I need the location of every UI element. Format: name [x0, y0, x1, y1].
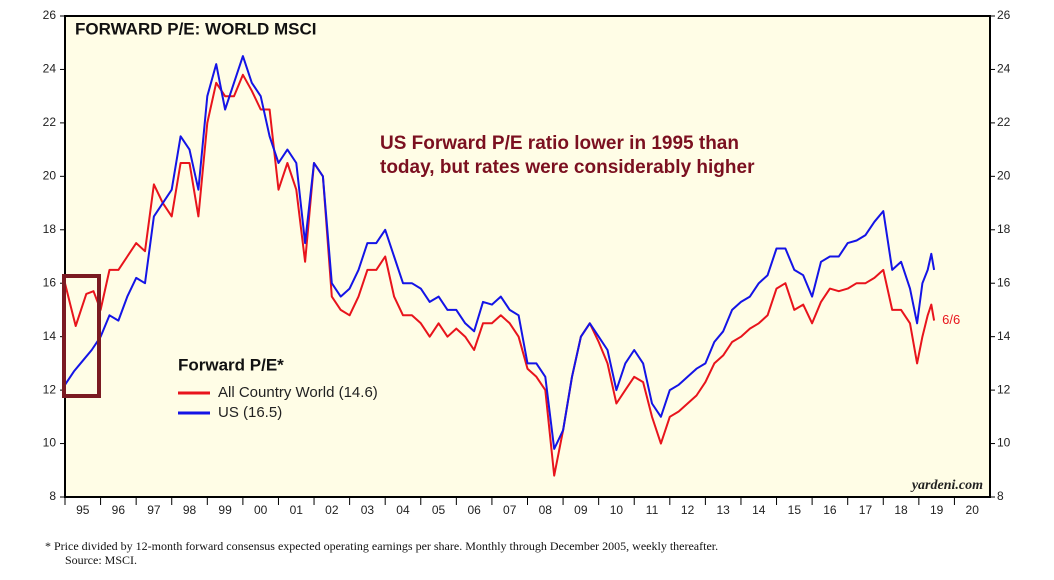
x-tick-label: 03 [361, 503, 375, 517]
x-tick-label: 98 [183, 503, 197, 517]
y-tick-label: 26 [43, 8, 57, 22]
y-tick-label: 8 [49, 489, 56, 503]
y-tick-label: 18 [43, 222, 57, 236]
y2-tick-label: 26 [997, 8, 1011, 22]
x-tick-label: 20 [966, 503, 980, 517]
y2-tick-label: 16 [997, 275, 1011, 289]
source-mark: yardeni.com [910, 478, 983, 493]
legend-title: Forward P/E* [178, 355, 284, 374]
legend-label: All Country World (14.6) [218, 384, 378, 401]
y-tick-label: 20 [43, 169, 57, 183]
footnote: * Price divided by 12-month forward cons… [45, 539, 718, 553]
x-tick-label: 99 [218, 503, 232, 517]
y-tick-label: 16 [43, 275, 57, 289]
x-tick-label: 11 [646, 503, 659, 517]
x-tick-label: 16 [823, 503, 837, 517]
x-tick-label: 18 [894, 503, 908, 517]
x-tick-label: 01 [290, 503, 304, 517]
y2-tick-label: 24 [997, 62, 1011, 76]
x-tick-label: 19 [930, 503, 944, 517]
y2-tick-label: 10 [997, 436, 1011, 450]
x-tick-label: 00 [254, 503, 268, 517]
plot-background [65, 16, 990, 497]
x-tick-label: 17 [859, 503, 873, 517]
y2-tick-label: 14 [997, 329, 1011, 343]
x-tick-label: 02 [325, 503, 339, 517]
highlight-box [62, 274, 101, 398]
annotation: today, but rates were considerably highe… [380, 157, 755, 178]
x-tick-label: 95 [76, 503, 90, 517]
y-tick-label: 14 [43, 329, 57, 343]
legend-label: US (16.5) [218, 404, 282, 421]
x-tick-label: 15 [788, 503, 802, 517]
y-tick-label: 24 [43, 62, 57, 76]
footnote: Source: MSCI. [65, 553, 137, 567]
x-tick-label: 10 [610, 503, 624, 517]
x-tick-label: 12 [681, 503, 695, 517]
x-tick-label: 04 [396, 503, 410, 517]
x-tick-label: 07 [503, 503, 517, 517]
y2-tick-label: 12 [997, 382, 1011, 396]
x-tick-label: 08 [539, 503, 553, 517]
axes: 8 8 10 10 12 12 14 14 16 16 18 18 20 20 22 22 24 24 26 26 95… [43, 8, 1011, 517]
y2-tick-label: 22 [997, 115, 1011, 129]
series-line [64, 73, 936, 477]
plot-frame [64, 15, 991, 498]
x-tick-label: 05 [432, 503, 446, 517]
x-tick-label: 09 [574, 503, 588, 517]
x-tick-label: 14 [752, 503, 766, 517]
y-tick-label: 10 [43, 436, 57, 450]
y2-tick-label: 20 [997, 169, 1011, 183]
series-line [64, 55, 936, 450]
end-label: 6/6 [942, 312, 960, 327]
y-tick-label: 22 [43, 115, 57, 129]
x-tick-label: 06 [467, 503, 481, 517]
y-tick-label: 12 [43, 382, 57, 396]
chart-title: FORWARD P/E: WORLD MSCI [75, 19, 316, 38]
annotation: US Forward P/E ratio lower in 1995 than [380, 133, 739, 154]
x-tick-label: 13 [716, 503, 730, 517]
x-tick-label: 96 [112, 503, 126, 517]
lines [64, 55, 936, 477]
x-tick-label: 97 [147, 503, 161, 517]
y2-tick-label: 18 [997, 222, 1011, 236]
y2-tick-label: 8 [997, 489, 1004, 503]
